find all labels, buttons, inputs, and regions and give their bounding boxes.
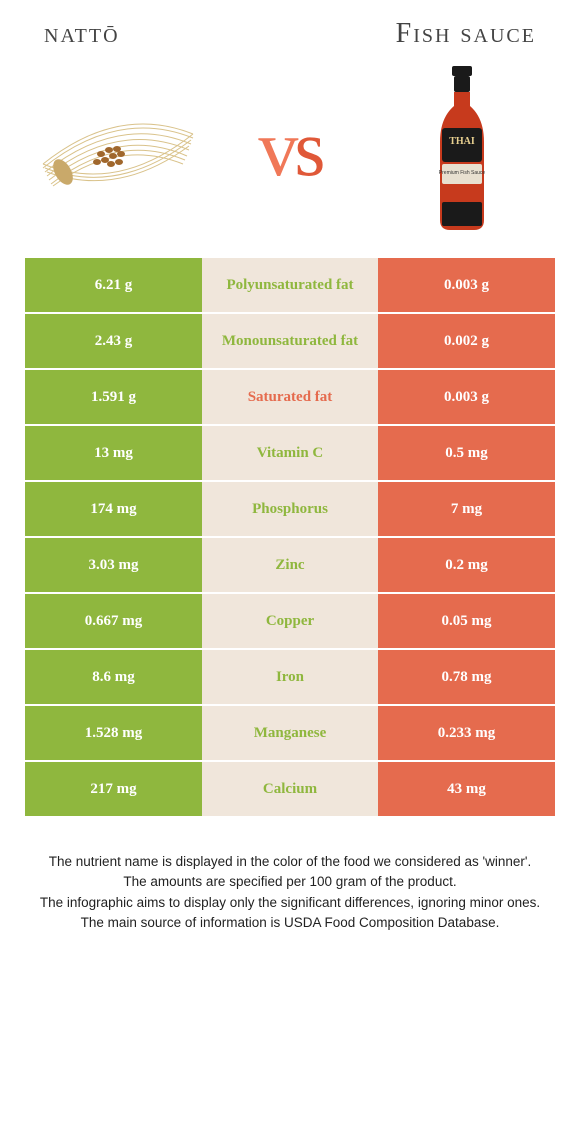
- footnotes: The nutrient name is displayed in the co…: [0, 818, 580, 933]
- right-food-title: Fish sauce: [396, 18, 536, 50]
- table-row: 0.667 mgCopper0.05 mg: [25, 594, 555, 650]
- right-value: 0.002 g: [378, 314, 555, 370]
- nutrient-label: Vitamin C: [202, 426, 378, 482]
- right-value: 0.233 mg: [378, 706, 555, 762]
- table-row: 13 mgVitamin C0.5 mg: [25, 426, 555, 482]
- nutrient-label: Iron: [202, 650, 378, 706]
- nutrient-label: Calcium: [202, 762, 378, 818]
- table-row: 1.591 gSaturated fat0.003 g: [25, 370, 555, 426]
- nutrient-label: Manganese: [202, 706, 378, 762]
- footnote-line: The infographic aims to display only the…: [32, 893, 548, 913]
- left-food-image: [28, 64, 208, 234]
- vs-label: vs: [258, 104, 321, 195]
- left-value: 217 mg: [25, 762, 202, 818]
- header-row: nattō Fish sauce: [0, 0, 580, 58]
- left-value: 2.43 g: [25, 314, 202, 370]
- left-food-title: nattō: [44, 18, 120, 50]
- right-value: 0.78 mg: [378, 650, 555, 706]
- natto-icon: [33, 94, 203, 204]
- svg-text:THAI: THAI: [449, 136, 475, 147]
- right-value: 0.2 mg: [378, 538, 555, 594]
- right-food-image: THAI Premium Fish Sauce: [372, 64, 552, 234]
- nutrient-label: Phosphorus: [202, 482, 378, 538]
- table-row: 217 mgCalcium43 mg: [25, 762, 555, 818]
- left-value: 174 mg: [25, 482, 202, 538]
- nutrient-table: 6.21 gPolyunsaturated fat0.003 g2.43 gMo…: [25, 258, 555, 818]
- nutrient-label: Copper: [202, 594, 378, 650]
- nutrient-label: Zinc: [202, 538, 378, 594]
- left-value: 6.21 g: [25, 258, 202, 314]
- nutrient-label: Polyunsaturated fat: [202, 258, 378, 314]
- images-row: vs THAI Premium Fish Sauce: [0, 58, 580, 258]
- nutrient-label: Monounsaturated fat: [202, 314, 378, 370]
- table-row: 174 mgPhosphorus7 mg: [25, 482, 555, 538]
- table-row: 8.6 mgIron0.78 mg: [25, 650, 555, 706]
- fish-sauce-bottle-icon: THAI Premium Fish Sauce: [422, 64, 502, 234]
- right-value: 43 mg: [378, 762, 555, 818]
- left-value: 8.6 mg: [25, 650, 202, 706]
- right-value: 0.003 g: [378, 370, 555, 426]
- left-value: 0.667 mg: [25, 594, 202, 650]
- table-row: 2.43 gMonounsaturated fat0.002 g: [25, 314, 555, 370]
- nutrient-label: Saturated fat: [202, 370, 378, 426]
- footnote-line: The nutrient name is displayed in the co…: [32, 852, 548, 872]
- right-value: 0.003 g: [378, 258, 555, 314]
- left-value: 1.591 g: [25, 370, 202, 426]
- footnote-line: The amounts are specified per 100 gram o…: [32, 872, 548, 892]
- right-value: 0.5 mg: [378, 426, 555, 482]
- svg-text:Premium Fish Sauce: Premium Fish Sauce: [439, 170, 486, 176]
- footnote-line: The main source of information is USDA F…: [32, 913, 548, 933]
- left-value: 1.528 mg: [25, 706, 202, 762]
- right-value: 0.05 mg: [378, 594, 555, 650]
- table-row: 3.03 mgZinc0.2 mg: [25, 538, 555, 594]
- left-value: 3.03 mg: [25, 538, 202, 594]
- right-value: 7 mg: [378, 482, 555, 538]
- left-value: 13 mg: [25, 426, 202, 482]
- table-row: 6.21 gPolyunsaturated fat0.003 g: [25, 258, 555, 314]
- table-row: 1.528 mgManganese0.233 mg: [25, 706, 555, 762]
